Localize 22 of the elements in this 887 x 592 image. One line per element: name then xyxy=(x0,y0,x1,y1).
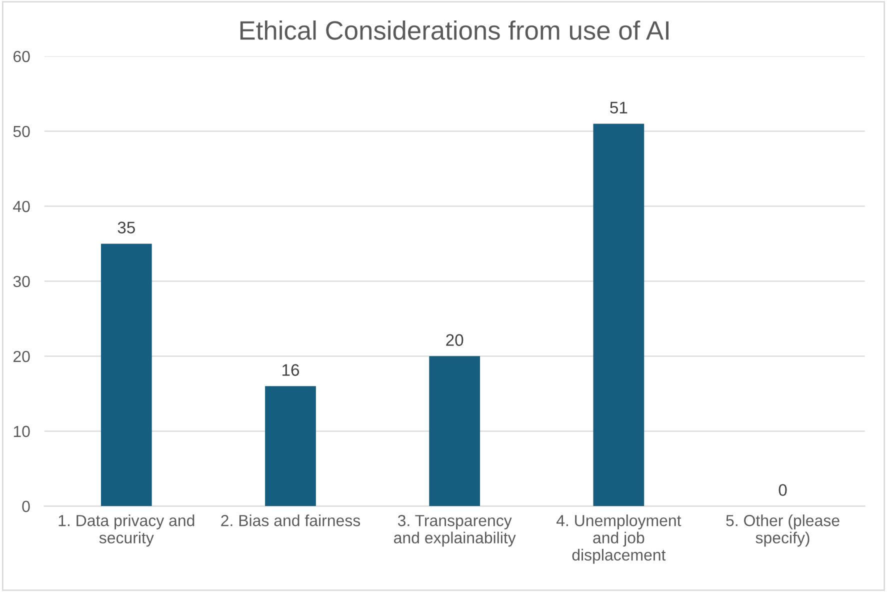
y-tick-label: 50 xyxy=(13,126,30,138)
y-tick-label: 60 xyxy=(14,50,30,62)
x-tick-label: 5. Other (please specify) xyxy=(726,514,840,547)
bar xyxy=(265,386,316,506)
x-tick-label: 3. Transparency and explainability xyxy=(394,514,516,547)
x-tick-label: 4. Unemployment and job displacement xyxy=(556,514,682,564)
data-label: 51 xyxy=(610,102,628,114)
chart-title: Ethical Considerations from use of AI xyxy=(240,20,669,40)
x-tick-label: 1. Data privacy and security xyxy=(58,514,194,547)
data-label: 35 xyxy=(118,222,135,234)
bar xyxy=(429,356,480,506)
y-tick-label: 40 xyxy=(13,200,30,212)
data-label: 0 xyxy=(778,484,787,496)
y-tick-label: 20 xyxy=(14,350,30,362)
data-label: 16 xyxy=(282,364,300,376)
y-tick-label: 0 xyxy=(22,500,30,512)
bar xyxy=(593,124,644,506)
data-label: 20 xyxy=(446,334,464,346)
bar xyxy=(100,244,152,506)
y-tick-label: 30 xyxy=(13,276,30,288)
y-tick-label: 10 xyxy=(14,426,30,438)
x-tick-label: 2. Bias and fairness xyxy=(221,514,360,526)
